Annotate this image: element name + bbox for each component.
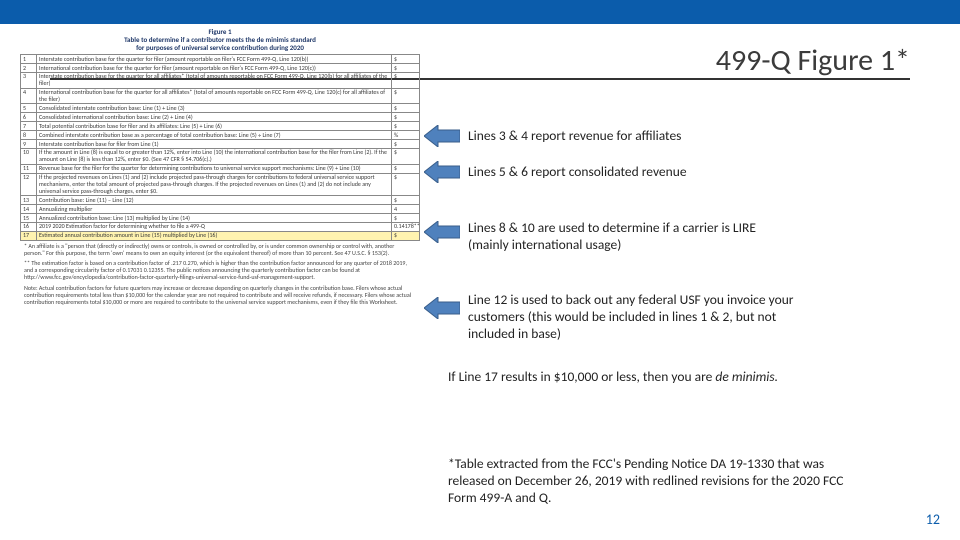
table-row: 8Combined interstate contribution base a… xyxy=(21,131,420,140)
note-factor: ** The estimation factor is based on a c… xyxy=(24,260,416,282)
table-row: 2International contribution base for the… xyxy=(21,64,420,73)
table-row: 3Interstate contribution base for the qu… xyxy=(21,72,420,88)
table-row: 7Total potential contribution base for f… xyxy=(21,122,420,131)
arrow-icon xyxy=(424,221,460,243)
annotation-lines-3-4: Lines 3 & 4 report revenue for affiliate… xyxy=(468,128,768,145)
slide-content: 499-Q Figure 1* Figure 1 Table to determ… xyxy=(0,24,960,540)
table-row: 15Annualized contribution base: Line (13… xyxy=(21,214,420,223)
figure-notes: * An affiliate is a "person that (direct… xyxy=(20,241,420,312)
annotation-line-17-em: de minimis. xyxy=(715,368,778,385)
arrow-icon xyxy=(424,161,460,183)
table-row: 14Annualizing multiplier4 xyxy=(21,205,420,214)
table-row: 17Estimated annual contribution amount i… xyxy=(21,231,420,240)
page-number: 12 xyxy=(926,511,940,528)
annotation-lines-8-10: Lines 8 & 10 are used to determine if a … xyxy=(468,220,778,254)
table-row: 1Interstate contribution base for the qu… xyxy=(21,55,420,64)
arrow-icon xyxy=(424,125,460,147)
page-title: 499-Q Figure 1* xyxy=(716,42,910,79)
table-row: 9Interstate contribution base for filer … xyxy=(21,140,420,149)
table-row: 162019 2020 Estimation factor for determ… xyxy=(21,222,420,231)
annotation-lines-5-6: Lines 5 & 6 report consolidated revenue xyxy=(468,164,768,181)
annotation-line-17: If Line 17 results in $10,000 or less, t… xyxy=(448,369,918,386)
table-row: 6Consolidated international contribution… xyxy=(21,113,420,122)
annotation-line-12: Line 12 is used to back out any federal … xyxy=(468,292,798,343)
table-row: 4International contribution base for the… xyxy=(21,88,420,104)
figure-caption-line: for purposes of universal service contri… xyxy=(60,44,380,52)
footnote: *Table extracted from the FCC's Pending … xyxy=(448,456,868,507)
accent-bar xyxy=(0,0,960,24)
table-row: 11Revenue base for the filer for the qua… xyxy=(21,164,420,173)
note-bottom: Note: Actual contribution factors for fu… xyxy=(24,285,416,307)
figure-1-table: Figure 1 Table to determine if a contrib… xyxy=(20,26,420,311)
table-row: 5Consolidated interstate contribution ba… xyxy=(21,104,420,113)
figure-rows: 1Interstate contribution base for the qu… xyxy=(20,54,420,241)
table-row: 12If the projected revenues on Lines (1)… xyxy=(21,173,420,196)
arrow-icon xyxy=(424,297,460,319)
table-row: 10If the amount in Line (8) is equal to … xyxy=(21,148,420,164)
annotation-line-17-pre: If Line 17 results in $10,000 or less, t… xyxy=(448,368,715,385)
table-row: 13Contribution base: Line (11) – Line (1… xyxy=(21,196,420,205)
note-affiliate: * An affiliate is a "person that (direct… xyxy=(24,243,416,257)
figure-caption: Figure 1 Table to determine if a contrib… xyxy=(20,26,420,54)
